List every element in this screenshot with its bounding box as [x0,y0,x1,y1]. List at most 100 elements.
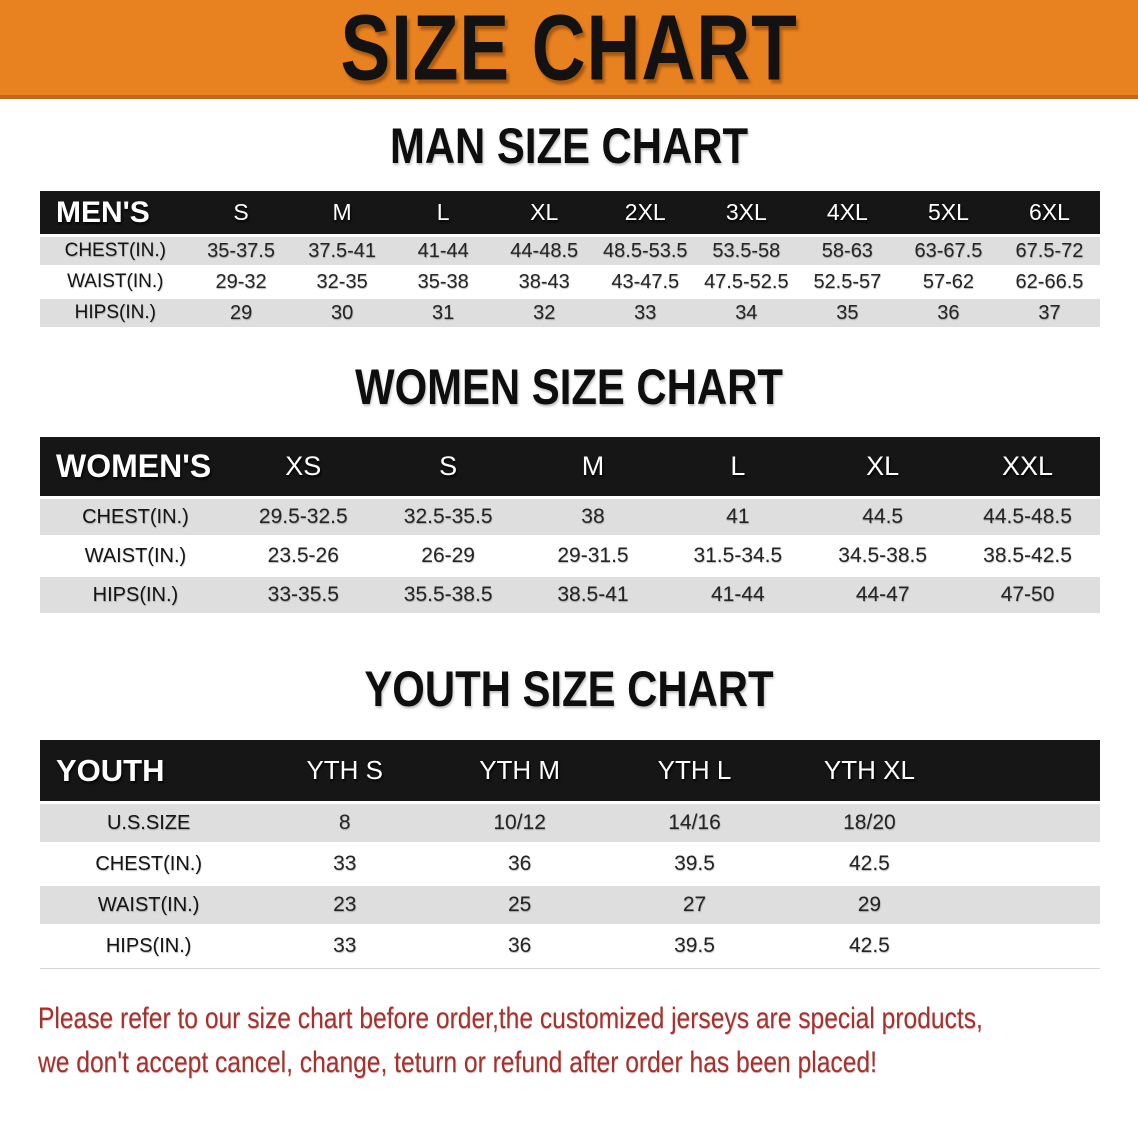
table-row: HIPS(IN.) 33 36 39.5 42.5 [40,927,1100,968]
size-column-header: S [375,437,521,499]
women-size-chart-table: WOMEN'S XS S M L XL XXL CHEST(IN.) 29.5-32.5 32.5… [40,437,1100,616]
size-value-cell: 47.5-52.5 [695,268,797,299]
size-value-cell: 62-66.5 [998,268,1100,299]
banner-title: SIZE CHART [340,0,798,99]
table-row: CHEST(IN.) 29.5-32.5 32.5-35.5 38 41 44.5 44.5… [40,499,1100,538]
size-value-cell: 35-37.5 [190,237,292,268]
size-value-cell: 53.5-58 [695,237,797,268]
size-column-header: YTH M [432,740,608,804]
size-column-header: YTH XL [781,740,957,804]
size-value-cell: 29 [190,299,292,330]
women-size-table-container: WOMEN'S XS S M L XL XXL CHEST(IN.) 29.5-32.5 32.5… [0,437,1138,616]
filler-cell [956,886,1100,927]
filler-cell [956,804,1100,845]
size-column-header: 4XL [796,191,898,237]
size-value-cell: 44-47 [810,577,956,616]
size-value-cell: 10/12 [432,804,608,845]
size-column-header: XL [493,191,595,237]
size-value-cell: 34 [695,299,797,330]
size-value-cell: 33 [594,299,696,330]
women-size-chart-heading: WOMEN SIZE CHART [355,357,783,415]
filler-cell [956,740,1100,804]
row-label: U.S.SIZE [40,804,258,845]
size-value-cell: 27 [607,886,782,927]
size-value-cell: 23 [257,886,433,927]
size-value-cell: 35-38 [392,268,494,299]
table-corner-label: YOUTH [40,740,258,804]
size-value-cell: 67.5-72 [998,237,1100,268]
header-row: WOMEN'S XS S M L XL XXL [40,437,1100,499]
size-value-cell: 14/16 [607,804,782,845]
table-row: WAIST(IN.) 23 25 27 29 [40,886,1100,927]
size-value-cell: 39.5 [607,845,782,886]
disclaimer: Please refer to our size chart before or… [0,997,1138,1085]
size-value-cell: 41-44 [392,237,494,268]
size-value-cell: 31.5-34.5 [665,538,811,577]
table-row: CHEST(IN.) 33 36 39.5 42.5 [40,845,1100,886]
size-value-cell: 35.5-38.5 [375,577,521,616]
size-value-cell: 36 [432,845,608,886]
size-column-header: M [520,437,666,499]
size-value-cell: 26-29 [375,538,521,577]
size-column-header: M [291,191,393,237]
size-value-cell: 41-44 [665,577,811,616]
row-label: WAIST(IN.) [40,886,258,927]
header-row: MEN'S S M L XL 2XL 3XL 4XL 5XL 6XL [40,191,1100,237]
youth-size-chart-table: YOUTH YTH S YTH M YTH L YTH XL U.S.SIZE 8 10/12… [40,740,1100,969]
size-value-cell: 33-35.5 [230,577,376,616]
header-row: YOUTH YTH S YTH M YTH L YTH XL [40,740,1100,804]
size-column-header: 6XL [998,191,1100,237]
size-value-cell: 29 [781,886,957,927]
filler-cell [956,927,1100,968]
youth-size-table-container: YOUTH YTH S YTH M YTH L YTH XL U.S.SIZE 8 10/12… [0,740,1138,969]
size-column-header: 2XL [594,191,696,237]
table-row: WAIST(IN.) 23.5-26 26-29 29-31.5 31.5-34.5 34… [40,538,1100,577]
row-label: CHEST(IN.) [40,845,258,886]
man-size-table-container: MEN'S S M L XL 2XL 3XL 4XL 5XL 6XL CHEST(IN.) 35-37… [0,191,1138,330]
size-value-cell: 38.5-42.5 [955,538,1100,577]
table-row: CHEST(IN.) 35-37.5 37.5-41 41-44 44-48.5 48.5… [40,237,1100,268]
size-value-cell: 57-62 [897,268,999,299]
size-value-cell: 32-35 [291,268,393,299]
size-value-cell: 33 [257,845,433,886]
size-column-header: 3XL [695,191,797,237]
disclaimer-line-2: we don't accept cancel, change, teturn o… [38,1046,877,1079]
size-value-cell: 29.5-32.5 [230,499,376,538]
size-value-cell: 36 [432,927,608,968]
row-label: HIPS(IN.) [40,577,231,616]
size-value-cell: 32.5-35.5 [375,499,521,538]
size-value-cell: 44.5-48.5 [955,499,1100,538]
size-chart-banner: SIZE CHART [0,0,1138,99]
size-column-header: L [392,191,494,237]
size-value-cell: 38.5-41 [520,577,666,616]
size-value-cell: 29-32 [190,268,292,299]
row-label: CHEST(IN.) [40,237,191,268]
size-value-cell: 43-47.5 [594,268,696,299]
disclaimer-line-1: Please refer to our size chart before or… [38,1002,983,1035]
size-column-header: S [190,191,292,237]
row-label: HIPS(IN.) [40,927,258,968]
size-value-cell: 29-31.5 [520,538,666,577]
size-value-cell: 32 [493,299,595,330]
youth-size-chart-heading: YOUTH SIZE CHART [364,659,774,717]
size-value-cell: 23.5-26 [230,538,376,577]
row-label: WAIST(IN.) [40,538,231,577]
filler-cell [956,845,1100,886]
size-value-cell: 63-67.5 [897,237,999,268]
man-size-chart-table: MEN'S S M L XL 2XL 3XL 4XL 5XL 6XL CHEST(IN.) 35-37… [40,191,1100,330]
size-value-cell: 34.5-38.5 [810,538,956,577]
size-value-cell: 18/20 [781,804,957,845]
size-column-header: XXL [955,437,1100,499]
size-column-header: L [665,437,811,499]
row-label: CHEST(IN.) [40,499,231,538]
size-column-header: XL [810,437,956,499]
size-value-cell: 33 [257,927,433,968]
size-value-cell: 37.5-41 [291,237,393,268]
table-corner-label: MEN'S [40,191,191,237]
table-row: HIPS(IN.) 33-35.5 35.5-38.5 38.5-41 41-44 44-… [40,577,1100,616]
size-value-cell: 44-48.5 [493,237,595,268]
size-column-header: 5XL [897,191,999,237]
table-row: HIPS(IN.) 29 30 31 32 33 34 35 36 37 [40,299,1100,330]
size-value-cell: 47-50 [955,577,1100,616]
size-value-cell: 42.5 [781,845,957,886]
